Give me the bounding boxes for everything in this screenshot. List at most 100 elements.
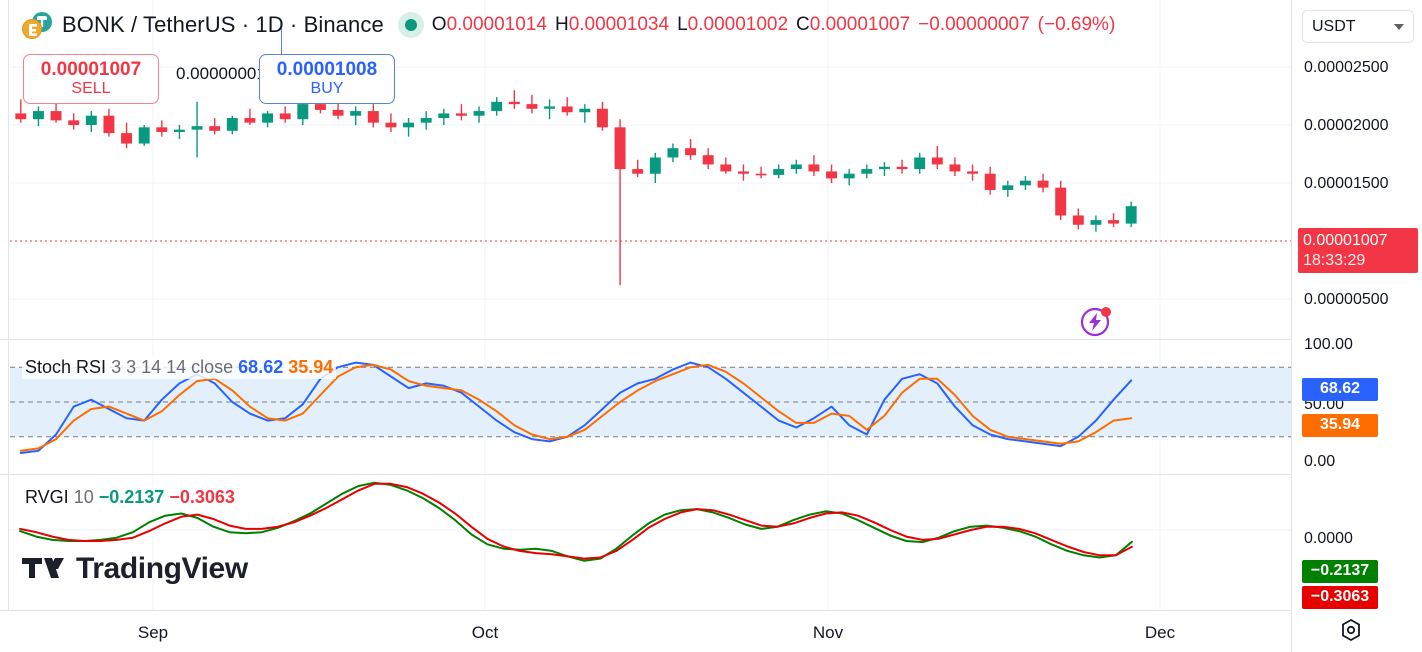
time-label-nov: Nov: [812, 623, 844, 642]
tradingview-watermark: TradingView: [22, 552, 248, 586]
lightning-replay-icon[interactable]: [1079, 304, 1113, 338]
candle-body: [455, 113, 467, 116]
rvgi-name[interactable]: RVGI: [25, 487, 69, 507]
sell-price-badge[interactable]: 0.00001007 SELL: [23, 54, 159, 105]
stoch-rsi-name[interactable]: Stoch RSI: [25, 357, 107, 377]
pane-separator-1[interactable]: [0, 339, 1291, 340]
candle-body: [967, 171, 979, 174]
pane-separator-2[interactable]: [0, 474, 1291, 475]
candle-body: [438, 113, 450, 119]
candle-body: [596, 108, 608, 128]
stoch-rsi-d-badge[interactable]: 35.94: [1302, 414, 1378, 437]
candle-body: [121, 133, 133, 144]
candle-body: [632, 169, 644, 174]
gear-icon[interactable]: [1338, 617, 1364, 643]
time-axis[interactable]: Sep Oct Nov Dec: [0, 610, 1291, 652]
candle-body: [773, 169, 785, 175]
buy-badge-connector: [281, 22, 282, 54]
rvgi-value-a: −0.2137: [98, 487, 165, 507]
sell-price-value: 0.00001007: [40, 59, 142, 80]
candle-body: [896, 166, 908, 170]
candle-body: [50, 111, 62, 121]
rvgi-a-badge[interactable]: −0.2137: [1302, 560, 1378, 583]
rvgi-line-RVGI: [19, 481, 1133, 562]
candle-body: [1090, 220, 1102, 225]
stoch-rsi-k-badge[interactable]: 68.62: [1302, 378, 1378, 401]
candle-body: [808, 164, 820, 172]
last-price-value: 0.00001007: [1303, 232, 1388, 249]
stoch-line-%D: [19, 363, 1133, 452]
separator-dot-2: ·: [289, 12, 298, 37]
candle-body: [755, 173, 767, 176]
candle-body: [526, 104, 538, 109]
ohlc-high-value: 0.00001034: [568, 14, 670, 35]
ohlc-low-label: L: [677, 14, 688, 35]
market-open-dot-icon[interactable]: [397, 12, 424, 38]
price-tick-2: 0.00001500: [1304, 175, 1389, 192]
symbol-header[interactable]: BONK / TetherUS · 1D · Binance O 0.000010…: [18, 8, 1115, 42]
candle-body: [226, 118, 238, 131]
candle-body: [614, 127, 626, 170]
stoch-rsi-legend[interactable]: Stoch RSI 3 3 14 14 close 68.62 35.94: [22, 356, 337, 379]
buy-price-badge[interactable]: 0.00001008 BUY: [259, 54, 395, 105]
rvgi-legend[interactable]: RVGI 10 −0.2137 −0.3063: [22, 486, 238, 509]
candle-body: [1108, 220, 1120, 224]
candle-body: [685, 148, 697, 156]
candle-body: [561, 106, 573, 113]
candle-body: [1055, 187, 1067, 216]
rvgi-params: 10: [73, 487, 94, 507]
candle-body: [173, 129, 185, 132]
symbol-name[interactable]: BONK / TetherUS: [62, 12, 236, 37]
last-price-badge[interactable]: 0.00001007 18:33:29: [1298, 228, 1418, 274]
rvgi-line-Signal: [19, 482, 1133, 560]
left-rail: [0, 0, 9, 610]
candle-body: [262, 113, 274, 123]
candle-body: [1125, 206, 1137, 224]
candle-body: [32, 111, 44, 120]
ohlc-open-label: O: [431, 14, 447, 35]
candle-body: [702, 155, 714, 165]
price-tick-0: 0.00002500: [1304, 59, 1389, 76]
stoch-tick-100: 100.00: [1304, 336, 1353, 353]
stoch-rsi-d-value: 35.94: [288, 357, 334, 377]
stoch-rsi-k-value: 68.62: [238, 357, 284, 377]
symbol-title-group[interactable]: BONK / TetherUS · 1D · Binance: [62, 12, 384, 38]
rvgi-value-b: −0.3063: [169, 487, 235, 507]
candle-body: [931, 157, 943, 165]
ohlc-legend: O0.00001014 H0.00001034 L0.00001002 C0.0000…: [432, 14, 1116, 36]
symbol-logo-pair: [18, 11, 58, 39]
currency-selector[interactable]: USDT: [1302, 10, 1414, 43]
candle-body: [403, 122, 415, 128]
candle-body: [914, 157, 926, 170]
last-price-countdown: 18:33:29: [1303, 251, 1366, 269]
candle-body: [949, 164, 961, 172]
candle-body: [103, 115, 115, 134]
candle-body: [790, 164, 802, 170]
ohlc-close-value: 0.00001007: [809, 14, 911, 35]
stoch-tick-0: 0.00: [1304, 453, 1336, 470]
candle-body: [491, 101, 503, 112]
candle-body: [737, 171, 749, 174]
candle-body: [85, 115, 97, 125]
interval-label[interactable]: 1D: [255, 12, 284, 37]
tradingview-logo-icon: [22, 558, 64, 578]
candle-body: [720, 164, 732, 172]
candle-body: [314, 104, 326, 110]
candle-body: [1002, 185, 1014, 190]
candle-body: [667, 148, 679, 158]
change-absolute: −0.00000007: [918, 14, 1030, 35]
price-axis[interactable]: USDT 0.00002500 0.00002000 0.00001500 0.000…: [1291, 0, 1422, 652]
candle-body: [473, 111, 485, 116]
buy-price-value: 0.00001008: [276, 59, 378, 80]
spread-value: 0.00000001: [176, 64, 266, 83]
candle-body: [1072, 215, 1084, 225]
bonk-coin-icon: [22, 19, 42, 39]
time-label-oct: Oct: [471, 623, 499, 642]
candle-body: [297, 104, 309, 120]
rvgi-b-badge[interactable]: −0.3063: [1302, 586, 1378, 609]
candle-body: [544, 106, 556, 109]
candle-body: [649, 157, 661, 174]
exchange-label[interactable]: Binance: [303, 12, 384, 37]
candle-body: [1019, 180, 1031, 186]
